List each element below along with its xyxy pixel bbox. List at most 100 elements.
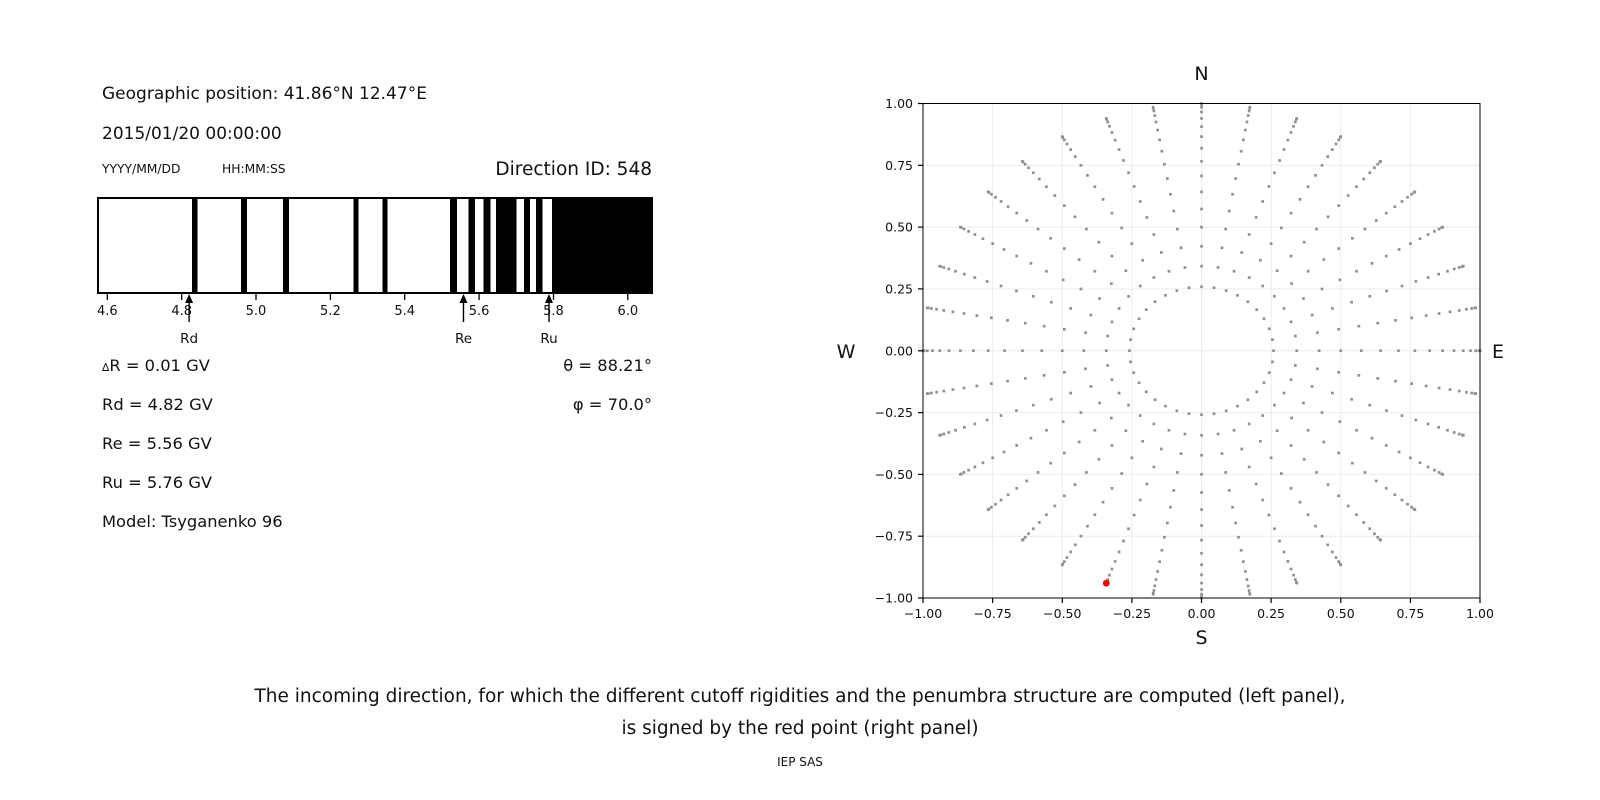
scatter-dot: [1132, 327, 1136, 331]
scatter-dot: [1406, 502, 1409, 506]
scatter-dot: [1286, 138, 1290, 142]
scatter-dot: [1289, 487, 1293, 490]
scatter-dot: [1015, 444, 1019, 447]
ru-value: Ru = 5.76 GV: [102, 473, 213, 492]
scatter-dot: [1337, 494, 1340, 498]
scatter-dot: [1289, 254, 1293, 258]
scatter-dot: [1465, 390, 1468, 394]
scatter-dot: [985, 280, 989, 283]
scatter-dot: [973, 465, 977, 469]
scatter-dot: [1006, 379, 1009, 383]
scatter-dot: [1037, 521, 1041, 524]
scatter-dot: [1031, 403, 1035, 407]
credit-label: IEP SAS: [777, 755, 823, 769]
scatter-dot: [1063, 560, 1066, 563]
scatter-dot: [1220, 246, 1224, 250]
scatter-dot: [1106, 120, 1109, 124]
scatter-dot: [1410, 316, 1413, 320]
scatter-dot: [1079, 287, 1083, 291]
scatter-dot: [1079, 411, 1083, 414]
scatter-dot: [1282, 307, 1286, 310]
scatter-dot: [954, 428, 957, 432]
scatter-dot: [1337, 560, 1340, 563]
scatter-dot: [1267, 185, 1271, 188]
x-tick-label: 5.0: [246, 304, 267, 319]
scatter-dot: [1433, 230, 1436, 233]
scatter-dot: [1158, 138, 1161, 142]
scatter-dot: [1298, 500, 1302, 504]
scatter-dot: [1110, 131, 1114, 134]
compass-west-label: W: [837, 341, 856, 363]
allowed-interval-bar: [241, 198, 247, 293]
scatter-dot: [1247, 276, 1251, 279]
scatter-dot: [1129, 338, 1132, 341]
scatter-dot: [1275, 429, 1279, 433]
scatter-dot: [1077, 440, 1081, 444]
scatter-dot: [1106, 578, 1109, 581]
scatter-dot: [1097, 240, 1101, 244]
scatter-dot: [1273, 527, 1276, 531]
x-tick-label: 1.00: [1466, 606, 1494, 621]
scatter-dot: [1248, 105, 1252, 109]
allowed-interval-bar: [468, 198, 475, 293]
scatter-dot: [1261, 498, 1265, 502]
y-tick-label: 1.00: [885, 96, 913, 111]
scatter-dot: [1063, 327, 1066, 331]
x-tick-label: 5.6: [469, 304, 490, 319]
scatter-dot: [1045, 428, 1048, 432]
scatter-dot: [1315, 471, 1318, 474]
x-tick-label: −0.50: [1043, 606, 1081, 621]
scatter-dot: [1036, 471, 1040, 474]
scatter-dot: [1302, 240, 1306, 244]
scatter-dot: [1355, 185, 1358, 189]
scatter-dot: [1122, 539, 1125, 543]
scatter-dot: [1176, 227, 1179, 231]
scatter-dot: [1397, 349, 1400, 353]
scatter-dot: [1346, 194, 1350, 197]
scatter-dot: [938, 434, 942, 437]
compass-north-label: N: [1194, 63, 1208, 85]
scatter-dot: [1200, 413, 1203, 417]
scatter-dot: [1073, 155, 1077, 158]
scatter-dot: [1334, 556, 1338, 559]
scatter-dot: [1097, 458, 1101, 461]
scatter-dot: [1200, 434, 1203, 437]
scatter-dot: [921, 349, 925, 353]
scatter-dot: [1376, 535, 1380, 539]
scatter-dot: [1446, 269, 1449, 273]
scatter-dot: [1053, 504, 1057, 508]
scatter-dot: [1160, 548, 1164, 552]
scatter-dot: [1234, 521, 1237, 525]
scatter-dot: [1152, 422, 1156, 426]
scatter-dot: [1065, 142, 1069, 146]
scatter-dot: [990, 316, 993, 320]
scatter-dot: [1461, 349, 1465, 353]
scatter-dot: [1373, 532, 1376, 536]
y-tick-label: −1.00: [875, 591, 913, 606]
scatter-dot: [935, 390, 938, 394]
scatter-dot: [1151, 592, 1155, 596]
scatter-dot: [1069, 391, 1072, 395]
x-tick-label: 4.6: [97, 304, 118, 319]
scatter-dot: [1042, 374, 1046, 377]
scatter-dot: [1124, 269, 1128, 273]
scatter-dot: [1414, 280, 1418, 283]
scatter-dot: [1101, 500, 1105, 504]
x-tick-label: −1.00: [904, 606, 942, 621]
scatter-dot: [1272, 349, 1275, 353]
cutoff-arrow-label: Re: [455, 331, 472, 347]
scatter-dot: [1409, 456, 1412, 460]
scatter-dot: [1295, 580, 1298, 584]
scatter-dot: [1473, 392, 1477, 395]
scatter-dot: [1015, 289, 1018, 293]
scatter-dot: [1232, 428, 1236, 432]
scatter-dot: [973, 276, 977, 279]
scatter-dot: [1261, 200, 1265, 203]
scatter-dot: [1397, 248, 1401, 251]
scatter-dot: [1093, 513, 1097, 517]
scatter-dot: [1144, 390, 1148, 394]
scatter-dot: [1175, 289, 1179, 292]
scatter-dot: [1156, 570, 1159, 573]
scatter-dot: [1326, 155, 1330, 158]
scatter-dot: [1239, 149, 1243, 153]
